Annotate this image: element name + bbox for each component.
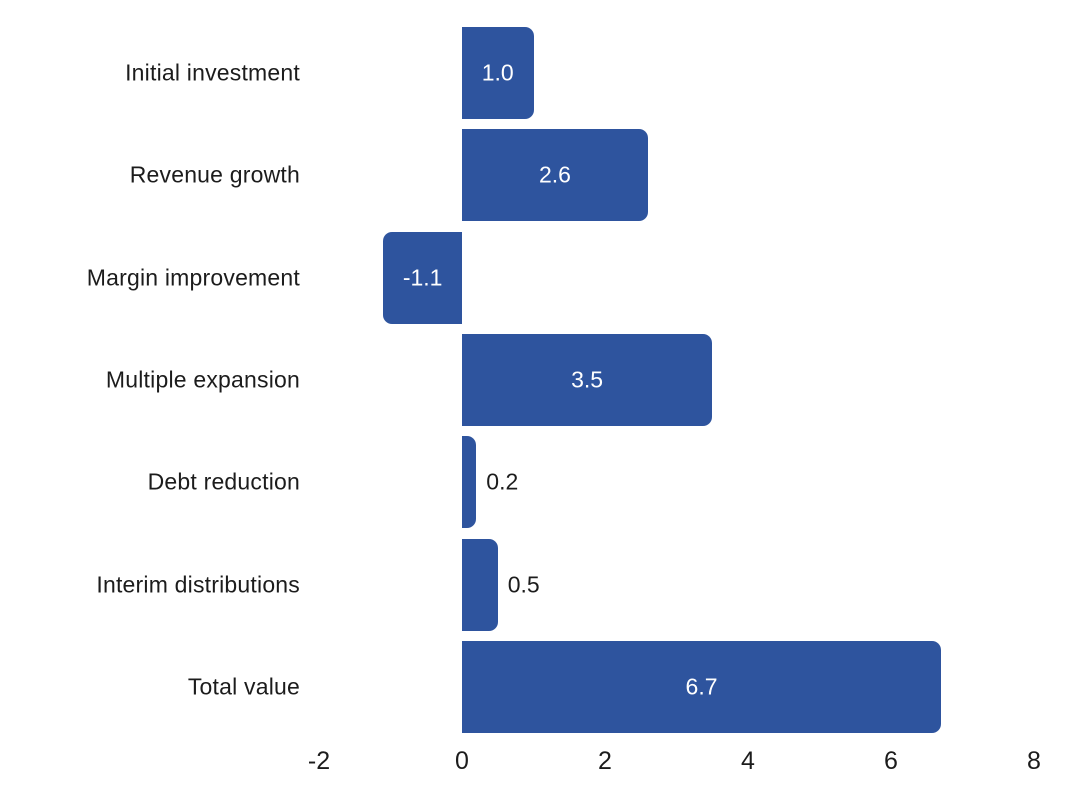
value-label: -1.1 — [402, 264, 443, 291]
value-label: 3.5 — [571, 366, 604, 393]
bar — [462, 538, 498, 631]
x-axis: -2 0 2 4 6 8 — [0, 738, 1080, 800]
value-label: 0.2 — [486, 468, 519, 495]
bar — [462, 436, 477, 529]
x-axis-tick: 8 — [1027, 747, 1041, 775]
bar-row: Initial investment 1.0 — [0, 22, 1080, 124]
x-axis-tick: 2 — [598, 747, 612, 775]
value-label: 6.7 — [685, 673, 718, 700]
x-axis-tick: 4 — [741, 747, 755, 775]
category-label: Interim distributions — [96, 571, 300, 598]
x-axis-tick: 6 — [884, 747, 898, 775]
bar-row: Interim distributions 0.5 — [0, 533, 1080, 635]
bar — [462, 333, 713, 426]
bar-row: Total value 6.7 — [0, 636, 1080, 738]
category-label: Multiple expansion — [105, 366, 300, 393]
category-label: Total value — [187, 673, 300, 700]
plot-area: Initial investment 1.0 Revenue growth 2.6 Ma… — [0, 22, 1080, 738]
bar — [462, 27, 534, 120]
bar — [462, 129, 648, 222]
category-label: Debt reduction — [147, 468, 300, 495]
bar — [383, 231, 462, 324]
bar — [462, 640, 942, 733]
category-label: Revenue growth — [129, 161, 300, 188]
value-label: 0.5 — [507, 571, 540, 598]
value-label: 2.6 — [538, 161, 571, 188]
category-label: Margin improvement — [86, 264, 300, 291]
value-label: 1.0 — [481, 59, 514, 86]
category-label: Initial investment — [125, 59, 300, 86]
bar-row: Debt reduction 0.2 — [0, 431, 1080, 533]
bar-row: Margin improvement -1.1 — [0, 227, 1080, 329]
bar-row: Multiple expansion 3.5 — [0, 329, 1080, 431]
x-axis-tick: 0 — [455, 747, 469, 775]
bar-row: Revenue growth 2.6 — [0, 124, 1080, 226]
x-axis-tick: -2 — [307, 747, 331, 775]
